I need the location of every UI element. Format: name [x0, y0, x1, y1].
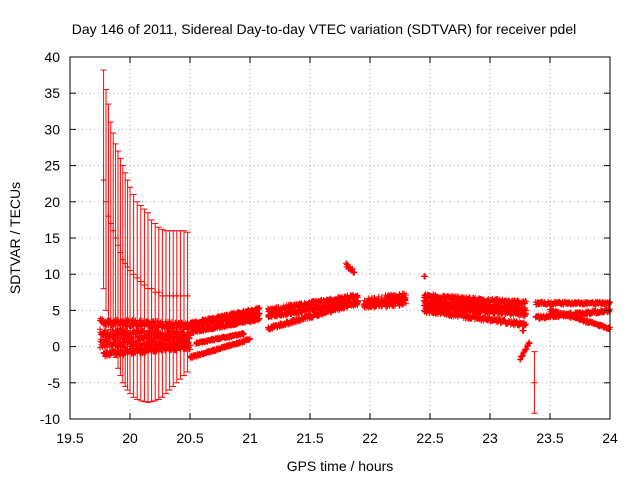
y-tick-label: 40 [44, 49, 60, 65]
data-segment [421, 273, 429, 280]
data-point [247, 335, 253, 342]
data-segment [193, 330, 247, 348]
error-bar [173, 230, 180, 384]
data-point [351, 269, 358, 276]
grid-layer [70, 57, 610, 419]
data-point [523, 298, 529, 305]
error-bar-point [130, 271, 137, 278]
data-segment [187, 304, 263, 328]
error-bar [166, 230, 173, 391]
error-bar-layer [100, 69, 538, 414]
data-segment [265, 297, 361, 321]
data-point [101, 328, 108, 335]
error-bar-point [137, 278, 144, 285]
x-axis-label: GPS time / hours [287, 458, 394, 474]
error-bar [159, 228, 166, 398]
error-bar-point [127, 267, 133, 274]
error-bar-point [531, 379, 538, 386]
error-bar-point [184, 292, 191, 299]
error-bar [105, 103, 112, 322]
data-segment [519, 327, 527, 334]
y-tick-label: 30 [44, 121, 60, 137]
x-tick-label: 21 [242, 430, 258, 446]
x-tick-label: 22 [362, 430, 378, 446]
data-point [520, 327, 527, 334]
error-bar [152, 223, 159, 402]
error-bar [148, 219, 155, 403]
error-bar [137, 204, 144, 402]
error-bar [531, 351, 538, 414]
axis-layer: 19.5 20 20.5 21 21.5 22 22.5 23 23.5 24 -10 -5 0 5 10 1… [40, 49, 618, 446]
error-bar [177, 230, 184, 380]
data-point [256, 304, 263, 311]
data-point [523, 307, 529, 314]
data-segment [187, 315, 263, 337]
error-bar [163, 230, 169, 395]
error-bar [184, 231, 191, 373]
error-bar [181, 230, 187, 377]
data-segment [532, 298, 613, 308]
error-bar [155, 226, 162, 400]
error-bar-point [141, 282, 148, 289]
data-point [526, 340, 533, 347]
data-point [173, 347, 180, 354]
data-point [403, 291, 409, 298]
error-bar [130, 194, 137, 398]
x-tick-label: 20.5 [176, 430, 203, 446]
error-bar-point [148, 285, 155, 292]
data-segment [421, 305, 529, 329]
x-tick-label: 19.5 [56, 430, 83, 446]
data-segment [343, 260, 358, 276]
data-segment [517, 339, 533, 363]
y-tick-label: -5 [48, 375, 61, 391]
y-tick-label: 35 [44, 85, 60, 101]
data-segment [187, 335, 253, 361]
x-tick-label: 24 [602, 430, 618, 446]
data-segment [361, 295, 409, 311]
error-bar-point [155, 289, 162, 296]
error-bar [134, 201, 141, 400]
plot-frame [69, 56, 611, 420]
error-bar [141, 208, 148, 403]
y-tick-label: -10 [40, 411, 60, 427]
data-point [399, 301, 406, 308]
x-tick-label: 23.5 [536, 430, 563, 446]
y-tick-label: 5 [52, 302, 60, 318]
data-point [256, 315, 263, 322]
data-point [523, 321, 529, 328]
data-layer [97, 260, 613, 363]
data-point [422, 273, 429, 280]
y-tick-label: 20 [44, 194, 60, 210]
error-bar [170, 230, 177, 387]
y-tick-label: 0 [52, 339, 60, 355]
x-tick-label: 22.5 [416, 430, 443, 446]
y-tick-label: 10 [44, 266, 60, 282]
data-point [241, 330, 247, 337]
x-tick-label: 23 [482, 430, 498, 446]
y-tick-label: 25 [44, 158, 60, 174]
y-tick-label: 15 [44, 230, 60, 246]
data-point [355, 298, 361, 305]
error-bar [117, 157, 124, 377]
data-point [403, 300, 409, 307]
chart-title: Day 146 of 2011, Sidereal Day-to-day VTE… [72, 21, 576, 37]
x-tick-label: 21.5 [296, 430, 323, 446]
error-bar-point [134, 274, 141, 281]
error-bar [127, 186, 133, 395]
error-bar [145, 212, 151, 403]
x-tick-label: 20 [122, 430, 138, 446]
data-segment [421, 297, 529, 314]
y-axis-label: SDTVAR / TECUs [7, 182, 23, 294]
